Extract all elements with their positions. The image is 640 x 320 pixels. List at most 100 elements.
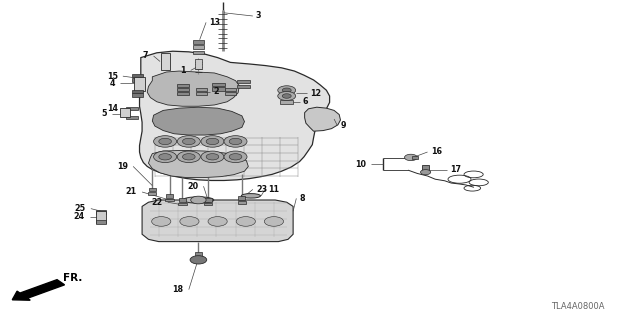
Circle shape [152, 217, 171, 226]
Bar [148, 188, 156, 191]
Bar [161, 53, 170, 70]
Bar [177, 92, 189, 95]
Text: 24: 24 [74, 212, 84, 221]
Text: 6: 6 [303, 97, 308, 106]
Bar [132, 74, 143, 77]
Bar [195, 59, 202, 69]
Text: 9: 9 [340, 121, 346, 130]
Text: 25: 25 [75, 204, 86, 213]
Bar [134, 77, 145, 91]
Bar [212, 83, 225, 86]
Bar [96, 210, 106, 214]
Polygon shape [142, 200, 293, 242]
Text: 14: 14 [107, 104, 118, 113]
Bar [165, 199, 174, 201]
Ellipse shape [241, 194, 260, 198]
Text: 18: 18 [173, 285, 184, 294]
Circle shape [229, 138, 242, 145]
Text: 20: 20 [188, 182, 198, 191]
Circle shape [159, 154, 172, 160]
Circle shape [224, 151, 247, 163]
Bar [126, 107, 138, 110]
Circle shape [177, 151, 200, 163]
Text: 23: 23 [256, 185, 267, 194]
Polygon shape [305, 107, 340, 131]
Bar [179, 198, 186, 202]
Circle shape [278, 86, 296, 95]
Bar [132, 90, 143, 93]
Bar [96, 211, 106, 223]
Bar [178, 203, 187, 205]
Bar [239, 196, 246, 200]
Bar [193, 51, 204, 54]
Text: 11: 11 [268, 185, 279, 194]
Circle shape [182, 154, 195, 160]
Circle shape [190, 256, 207, 264]
Text: 10: 10 [355, 160, 366, 169]
Text: TLA4A0800A: TLA4A0800A [551, 302, 605, 311]
Circle shape [182, 138, 195, 145]
Circle shape [224, 136, 247, 147]
Circle shape [206, 138, 219, 145]
Bar [238, 201, 246, 204]
Circle shape [264, 217, 284, 226]
Text: 3: 3 [256, 12, 262, 20]
Bar [212, 87, 225, 91]
Polygon shape [140, 51, 330, 180]
Circle shape [177, 136, 200, 147]
Polygon shape [147, 71, 239, 106]
Bar [196, 88, 207, 91]
Text: 15: 15 [107, 72, 118, 81]
Bar [177, 84, 189, 87]
Bar [177, 88, 189, 91]
Circle shape [191, 196, 206, 204]
Circle shape [208, 217, 227, 226]
Bar [195, 252, 202, 257]
Circle shape [154, 151, 177, 163]
Circle shape [282, 88, 291, 92]
Text: FR.: FR. [63, 273, 82, 284]
Bar [237, 80, 250, 83]
Circle shape [159, 138, 172, 145]
Text: 16: 16 [431, 148, 442, 156]
Text: 21: 21 [126, 188, 137, 196]
Bar [412, 156, 418, 159]
Circle shape [206, 154, 219, 160]
Bar [166, 194, 173, 198]
Circle shape [278, 92, 296, 100]
Circle shape [229, 154, 242, 160]
Text: 13: 13 [209, 18, 220, 27]
Bar [196, 92, 207, 95]
Bar [422, 165, 429, 171]
Bar [126, 116, 138, 119]
Text: 22: 22 [151, 198, 163, 207]
Ellipse shape [183, 197, 214, 203]
Text: 7: 7 [143, 52, 148, 60]
Bar [148, 192, 157, 195]
Text: 17: 17 [450, 165, 461, 174]
Polygon shape [152, 107, 244, 135]
Bar [96, 220, 106, 224]
Bar [193, 45, 204, 49]
Text: 19: 19 [117, 162, 128, 171]
Circle shape [404, 154, 417, 161]
FancyArrow shape [12, 280, 65, 300]
Circle shape [154, 136, 177, 147]
Bar [132, 78, 143, 82]
Text: 1: 1 [180, 66, 186, 75]
Text: 4: 4 [109, 79, 115, 88]
Circle shape [201, 136, 224, 147]
Circle shape [201, 151, 224, 163]
Bar [280, 100, 293, 104]
Bar [204, 203, 212, 205]
Text: 12: 12 [310, 89, 321, 98]
Bar [205, 198, 212, 202]
Text: 5: 5 [101, 109, 107, 118]
Bar [237, 85, 250, 88]
Text: 2: 2 [213, 87, 219, 96]
Bar [193, 40, 204, 44]
Text: 8: 8 [300, 194, 305, 203]
Circle shape [420, 170, 431, 175]
Circle shape [236, 217, 255, 226]
Bar [120, 108, 130, 117]
